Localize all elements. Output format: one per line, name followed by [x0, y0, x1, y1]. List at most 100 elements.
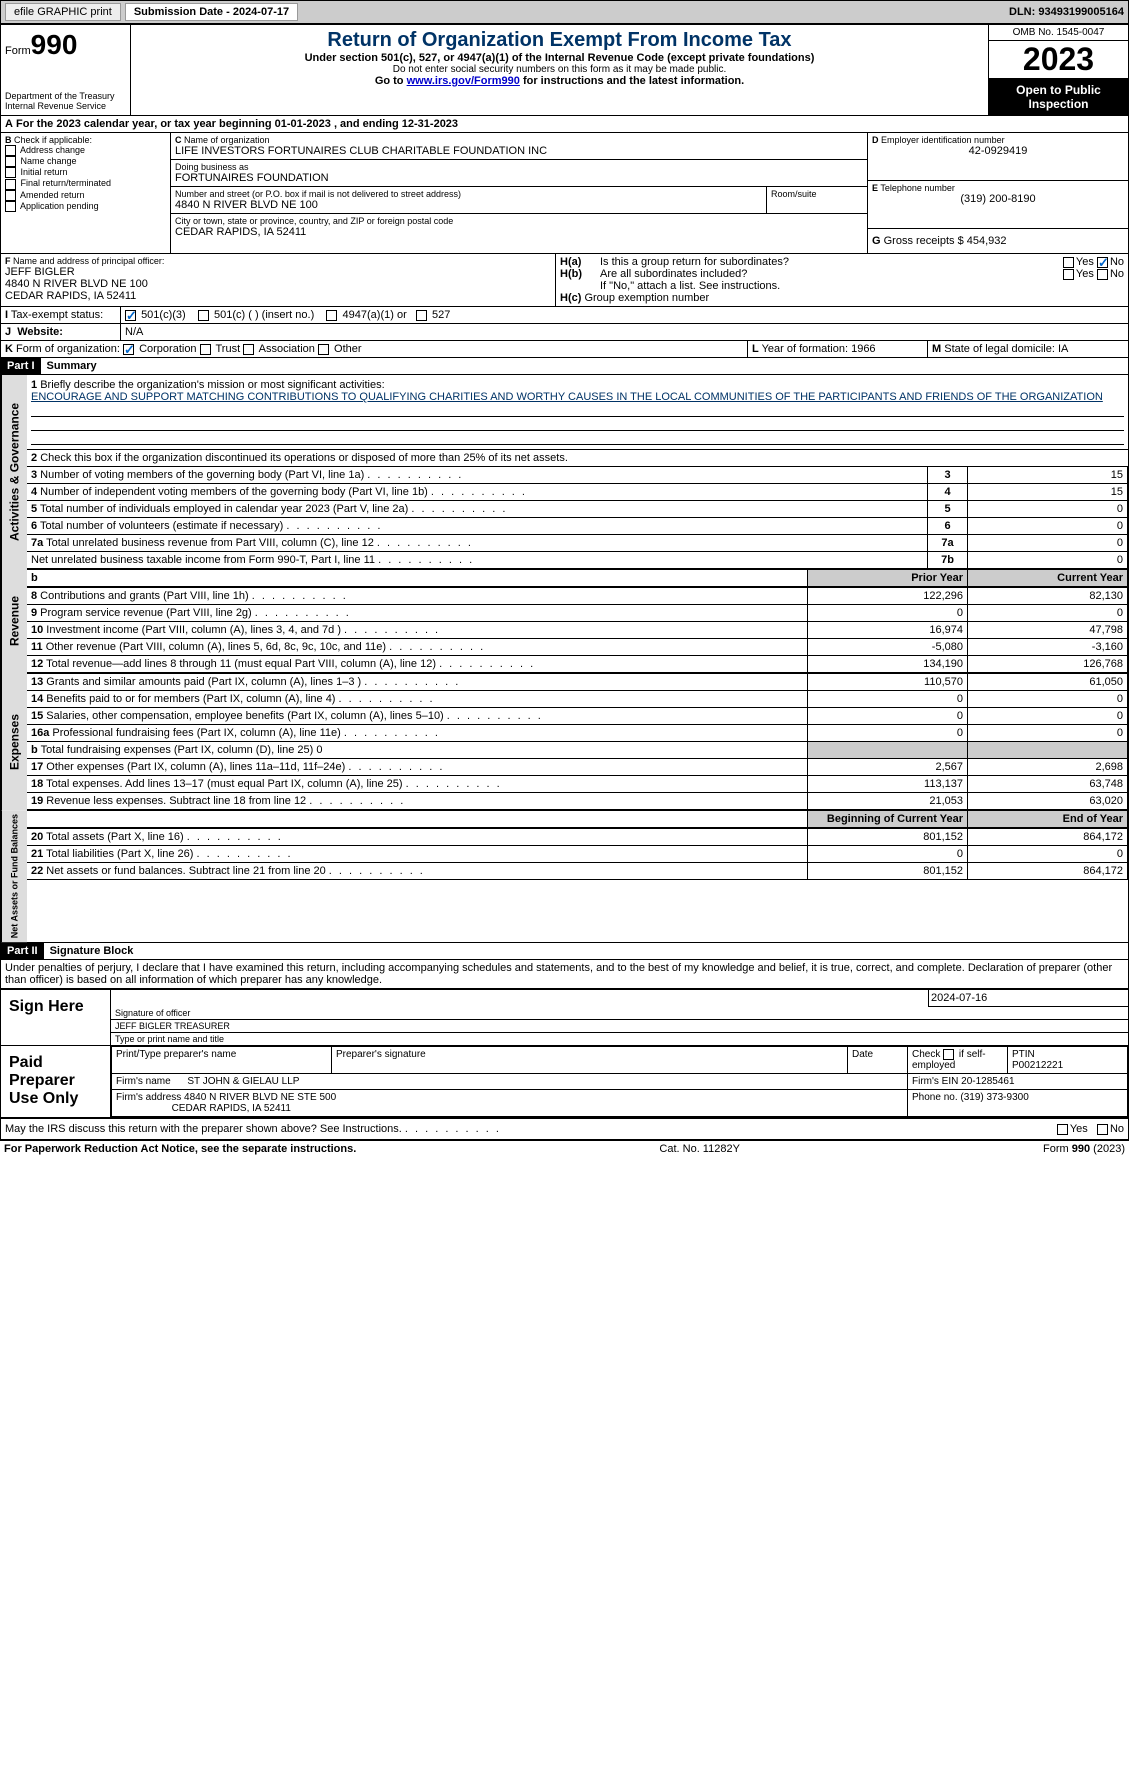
firm-addr: 4840 N RIVER BLVD NE STE 500	[184, 1092, 336, 1103]
ha-yes[interactable]	[1063, 257, 1074, 268]
firm-name: ST JOHN & GIELAU LLP	[187, 1076, 299, 1087]
hb-note: If "No," attach a list. See instructions…	[560, 280, 1124, 292]
footer-right: Form 990 (2023)	[1043, 1143, 1125, 1155]
ha-label: Is this a group return for subordinates?	[600, 256, 1063, 268]
gross-label: Gross receipts $	[884, 235, 967, 247]
sig-title-label: Type or print name and title	[111, 1033, 1128, 1045]
hc-label: Group exemption number	[584, 292, 709, 304]
sig-officer-label: Signature of officer	[111, 1007, 1128, 1020]
room-label: Room/suite	[771, 189, 863, 199]
part1-hdr: Part I	[1, 358, 41, 374]
officer-label: Name and address of principal officer:	[13, 256, 164, 266]
mission-text: ENCOURAGE AND SUPPORT MATCHING CONTRIBUT…	[31, 391, 1103, 403]
form-header: Form990 Department of the Treasury Inter…	[0, 24, 1129, 116]
city-label: City or town, state or province, country…	[175, 216, 863, 226]
discuss-yes[interactable]	[1057, 1124, 1068, 1135]
l2-text: Check this box if the organization disco…	[40, 452, 568, 464]
dln: DLN: 93493199005164	[1009, 6, 1124, 18]
prep-date-h: Date	[848, 1047, 908, 1074]
prep-sig-h: Preparer's signature	[332, 1047, 848, 1074]
omb-number: OMB No. 1545-0047	[989, 25, 1128, 41]
cb-501c3[interactable]	[125, 310, 136, 321]
vlabel-governance: Activities & Governance	[1, 375, 27, 569]
officer-addr2: CEDAR RAPIDS, IA 52411	[5, 290, 551, 302]
ha-no[interactable]	[1097, 257, 1108, 268]
hb-label: Are all subordinates included?	[600, 268, 1063, 280]
form-number: Form990	[5, 29, 126, 61]
officer-name: JEFF BIGLER	[5, 266, 551, 278]
part2-hdr: Part II	[1, 943, 44, 959]
discuss-text: May the IRS discuss this return with the…	[5, 1123, 1057, 1135]
cb-address-change[interactable]	[5, 145, 16, 156]
part1-title: Summary	[41, 358, 103, 374]
tax-status-label: Tax-exempt status:	[11, 309, 103, 321]
block-b-g: B Check if applicable: Address change Na…	[0, 133, 1129, 254]
vlabel-revenue: Revenue	[1, 569, 27, 673]
cb-527[interactable]	[416, 310, 427, 321]
l1-label: Briefly describe the organization's miss…	[40, 379, 384, 391]
ein-label: Employer identification number	[881, 135, 1005, 145]
box-c-name-label: Name of organization	[184, 135, 270, 145]
year-formation: Year of formation: 1966	[762, 343, 876, 355]
officer-addr1: 4840 N RIVER BLVD NE 100	[5, 278, 551, 290]
state-domicile: State of legal domicile: IA	[944, 343, 1068, 355]
cb-initial-return[interactable]	[5, 167, 16, 178]
hb-no[interactable]	[1097, 269, 1108, 280]
firm-city: CEDAR RAPIDS, IA 52411	[172, 1103, 291, 1114]
cb-other[interactable]	[318, 344, 329, 355]
phone-label: Telephone number	[880, 183, 955, 193]
discuss-no[interactable]	[1097, 1124, 1108, 1135]
form-subtitle-3: Go to www.irs.gov/Form990 for instructio…	[135, 75, 984, 87]
firm-phone: (319) 373-9300	[960, 1092, 1028, 1103]
cb-4947[interactable]	[326, 310, 337, 321]
paid-prep-label: Paid Preparer Use Only	[1, 1046, 111, 1117]
efile-button[interactable]: efile GRAPHIC print	[5, 3, 121, 21]
part2-title: Signature Block	[44, 943, 140, 959]
form-org-label: Form of organization:	[16, 343, 120, 355]
form-subtitle-2: Do not enter social security numbers on …	[135, 64, 984, 75]
form-title: Return of Organization Exempt From Incom…	[135, 29, 984, 52]
cb-name-change[interactable]	[5, 156, 16, 167]
dba-label: Doing business as	[175, 162, 863, 172]
ptin: P00212221	[1012, 1060, 1063, 1071]
line-a: A For the 2023 calendar year, or tax yea…	[0, 116, 1129, 133]
sig-date: 2024-07-16	[928, 990, 1128, 1007]
irs-link[interactable]: www.irs.gov/Form990	[407, 75, 520, 87]
topbar: efile GRAPHIC print Submission Date - 20…	[0, 0, 1129, 24]
phone: (319) 200-8190	[872, 193, 1124, 205]
dept-treasury: Department of the Treasury Internal Reve…	[5, 91, 126, 111]
cb-self-employed[interactable]	[943, 1049, 954, 1060]
gross-val: 454,932	[967, 235, 1007, 247]
firm-ein: 20-1285461	[961, 1076, 1014, 1087]
footer-left: For Paperwork Reduction Act Notice, see …	[4, 1143, 356, 1155]
prep-name-h: Print/Type preparer's name	[112, 1047, 332, 1074]
footer-mid: Cat. No. 11282Y	[659, 1143, 740, 1155]
hb-yes[interactable]	[1063, 269, 1074, 280]
form-subtitle-1: Under section 501(c), 527, or 4947(a)(1)…	[135, 52, 984, 64]
box-b-label: Check if applicable:	[14, 135, 92, 145]
org-name: LIFE INVESTORS FORTUNAIRES CLUB CHARITAB…	[175, 145, 863, 157]
city: CEDAR RAPIDS, IA 52411	[175, 226, 863, 238]
cb-amended-return[interactable]	[5, 190, 16, 201]
public-inspection: Open to Public Inspection	[989, 79, 1128, 115]
submission-date: Submission Date - 2024-07-17	[125, 3, 298, 21]
cb-corp[interactable]	[123, 344, 134, 355]
ein: 42-0929419	[872, 145, 1124, 157]
cb-final-return-terminated[interactable]	[5, 179, 16, 190]
sign-here-label: Sign Here	[1, 990, 111, 1045]
dba-name: FORTUNAIRES FOUNDATION	[175, 172, 863, 184]
block-f-h: F Name and address of principal officer:…	[0, 254, 1129, 307]
cb-trust[interactable]	[200, 344, 211, 355]
street-label: Number and street (or P.O. box if mail i…	[175, 189, 762, 199]
cb-application-pending[interactable]	[5, 201, 16, 212]
sig-officer-name: JEFF BIGLER TREASURER	[111, 1020, 1128, 1033]
website-val: N/A	[121, 324, 1128, 340]
cb-assoc[interactable]	[243, 344, 254, 355]
footer: For Paperwork Reduction Act Notice, see …	[0, 1140, 1129, 1157]
sig-declaration: Under penalties of perjury, I declare th…	[0, 960, 1129, 989]
website-label: Website:	[17, 326, 63, 338]
street: 4840 N RIVER BLVD NE 100	[175, 199, 762, 211]
tax-year: 2023	[989, 41, 1128, 79]
vlabel-net: Net Assets or Fund Balances	[1, 810, 27, 942]
cb-501c[interactable]	[198, 310, 209, 321]
